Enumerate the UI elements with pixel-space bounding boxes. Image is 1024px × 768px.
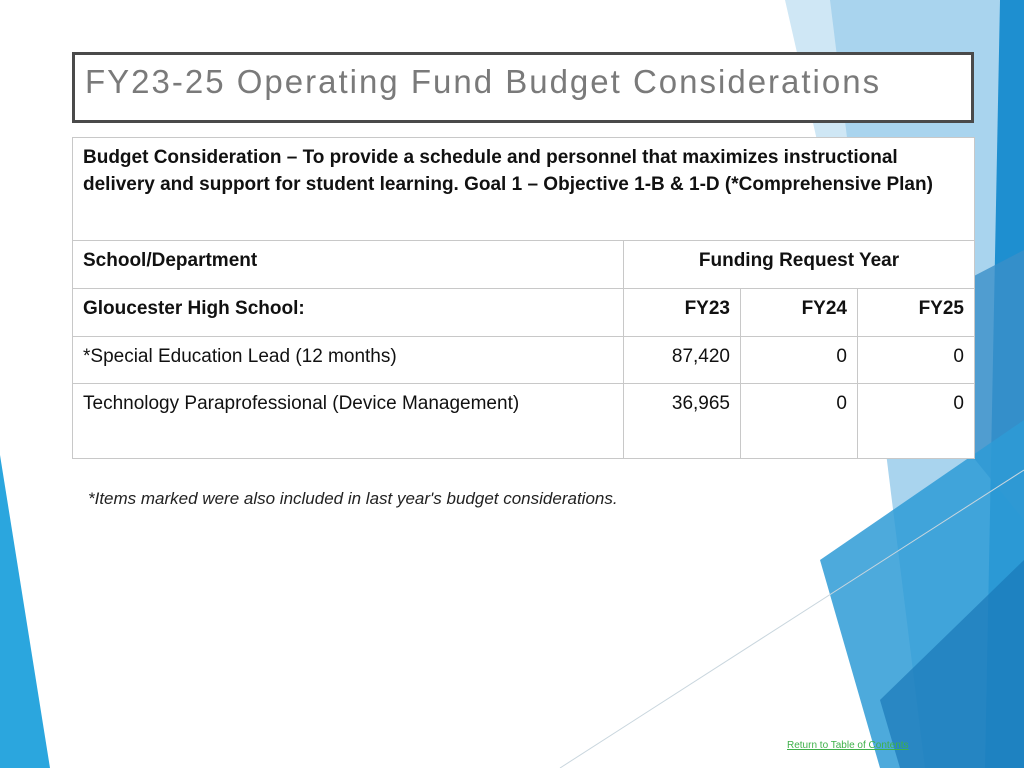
cell: *Special Education Lead (12 months): [72, 336, 624, 384]
title-box: FY23-25 Operating Fund Budget Considerat…: [72, 52, 974, 123]
cell: 0: [857, 336, 975, 384]
cell: FY23: [623, 288, 741, 337]
cell: Technology Paraprofessional (Device Mana…: [72, 383, 624, 459]
footnote: *Items marked were also included in last…: [88, 489, 618, 508]
cell: FY24: [740, 288, 858, 337]
cell: 0: [740, 336, 858, 384]
left-shape: [0, 455, 50, 768]
title: FY23-25 Operating Fund Budget Considerat…: [85, 63, 882, 100]
budget-table: Budget Consideration – To provide a sche…: [72, 137, 975, 459]
cell: 36,965: [623, 383, 741, 459]
toc-link[interactable]: Return to Table of Contents: [787, 740, 909, 751]
header-cell: School/Department: [72, 240, 624, 289]
cell: Gloucester High School:: [72, 288, 624, 337]
lower-triangle-dark: [880, 560, 1024, 768]
thin-line: [559, 469, 1024, 768]
header-cell: Funding Request Year: [623, 240, 975, 289]
cell: 0: [857, 383, 975, 459]
cell: 87,420: [623, 336, 741, 384]
cell: FY25: [857, 288, 975, 337]
cell: 0: [740, 383, 858, 459]
table-caption: Budget Consideration – To provide a sche…: [72, 137, 975, 241]
